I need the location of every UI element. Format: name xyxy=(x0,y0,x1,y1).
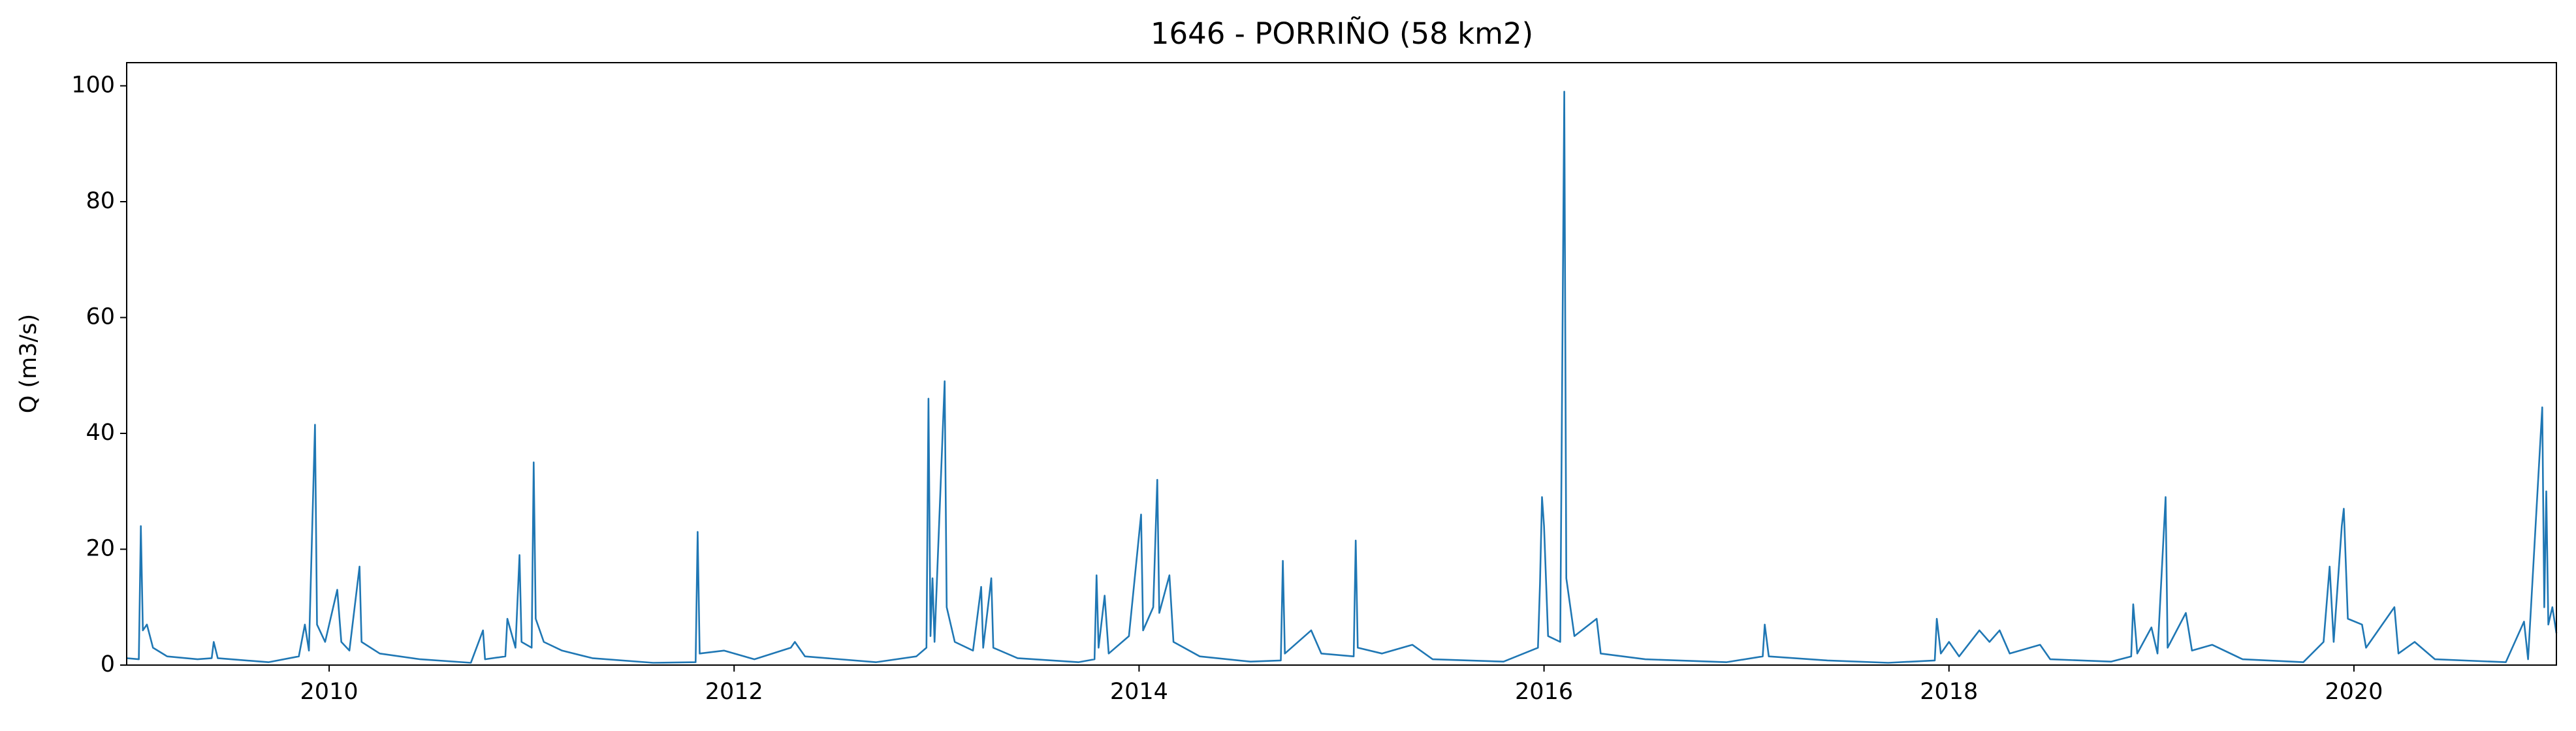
y-tick-label: 60 xyxy=(86,304,115,330)
y-axis-label: Q (m3/s) xyxy=(16,314,42,413)
y-tick-label: 80 xyxy=(86,188,115,214)
y-tick-label: 0 xyxy=(101,651,115,677)
x-tick-label: 2014 xyxy=(1110,679,1168,705)
chart-title: 1646 - PORRIÑO (58 km2) xyxy=(1151,16,1533,51)
y-tick-label: 40 xyxy=(86,420,115,446)
y-tick-label: 100 xyxy=(71,72,115,99)
x-tick-label: 2012 xyxy=(705,679,763,705)
x-tick-label: 2018 xyxy=(1920,679,1978,705)
x-tick-label: 2010 xyxy=(300,679,358,705)
data-line xyxy=(126,91,2558,664)
x-tick-label: 2020 xyxy=(2325,679,2383,705)
x-tick-label: 2016 xyxy=(1515,679,1573,705)
y-tick-label: 20 xyxy=(86,536,115,562)
plot-frame xyxy=(126,62,2557,666)
